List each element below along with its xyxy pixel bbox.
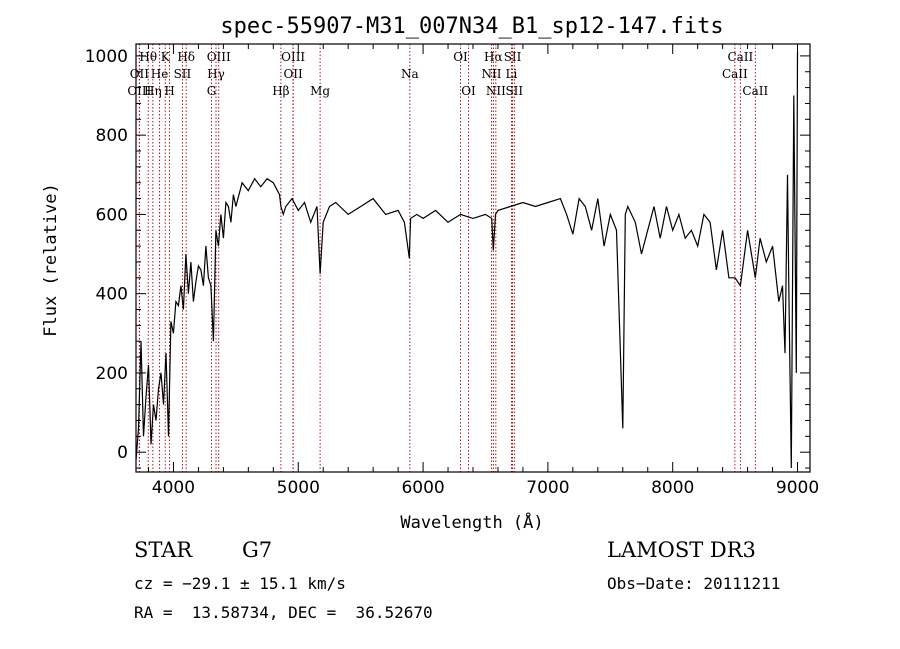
- spectral-line-label: Na: [401, 67, 419, 81]
- spectral-line-label: Hγ: [207, 67, 225, 81]
- spectral-line-label: K: [161, 50, 171, 64]
- spectrum-line: [135, 51, 799, 469]
- x-tick-label: 6000: [401, 478, 444, 498]
- object-subclass: G7: [242, 538, 273, 562]
- spectral-line-label: OIII: [207, 50, 231, 64]
- plot-frame: [135, 43, 811, 473]
- observation-date: Obs−Date: 20111211: [607, 574, 781, 593]
- survey-name: LAMOST DR3: [607, 538, 756, 562]
- x-tick-label: 4000: [152, 478, 195, 498]
- x-axis-label: Wavelength (Å): [400, 511, 543, 533]
- spectral-line-label: OII: [283, 67, 303, 81]
- object-class: STAR: [134, 538, 193, 562]
- redshift-cz: cz = −29.1 ± 15.1 km/s: [134, 574, 346, 593]
- spectral-line-label: OII: [130, 67, 150, 81]
- spectral-line-label: NII: [486, 84, 506, 98]
- spectral-line-label: OI: [453, 50, 468, 64]
- spectral-line-label: CaII: [727, 50, 753, 64]
- emission-lines-layer: Hθ OII OIII K He Hη H Hδ SII OIII Hγ G OIII OII Hβ Mg Na…: [127, 44, 768, 472]
- spectral-line-label: NII: [481, 67, 501, 81]
- ra-dec-coordinates: RA = 13.58734, DEC = 36.52670: [134, 603, 433, 622]
- spectral-line-label: CaII: [722, 67, 748, 81]
- spectral-line-label: Hδ: [177, 50, 195, 64]
- x-tick-label: 5000: [277, 478, 320, 498]
- y-tick-label: 400: [96, 285, 128, 305]
- x-tick-label: 8000: [651, 478, 694, 498]
- spectral-line-label: Li: [506, 67, 518, 81]
- y-tick-label: 200: [96, 364, 128, 384]
- x-tick-label: 7000: [526, 478, 569, 498]
- spectral-line-label: Mg: [310, 84, 330, 98]
- y-tick-label: 0: [117, 443, 128, 463]
- spectral-line-label: OI: [461, 84, 476, 98]
- spectral-line-label: G: [207, 84, 217, 98]
- spectral-line-label: OIII: [281, 50, 305, 64]
- spectral-line-label: CaII: [742, 84, 768, 98]
- axis-ticks: 4000 5000 6000 7000 8000 9000 0 200 400 600 800 100…: [85, 44, 819, 498]
- spectral-line-label: Hβ: [272, 84, 289, 98]
- spectral-line-label: H: [164, 84, 174, 98]
- spectral-line-label: SII: [505, 84, 523, 98]
- spectral-line-label: SII: [504, 50, 522, 64]
- y-tick-label: 1000: [85, 47, 128, 67]
- spectral-line-label: OIII: [127, 84, 151, 98]
- spectral-line-label: He: [151, 67, 169, 81]
- y-tick-label: 800: [96, 126, 128, 146]
- y-axis-label: Flux (relative): [41, 183, 61, 337]
- spectral-line-label: SII: [174, 67, 192, 81]
- spectral-line-label: Hα: [484, 50, 503, 64]
- spectral-line-label: Hη: [144, 84, 162, 98]
- y-tick-label: 600: [96, 205, 128, 225]
- x-tick-label: 9000: [776, 478, 819, 498]
- chart-title: spec-55907-M31_007N34_B1_sp12-147.fits: [220, 14, 723, 39]
- spectral-line-label: Hθ: [139, 50, 157, 64]
